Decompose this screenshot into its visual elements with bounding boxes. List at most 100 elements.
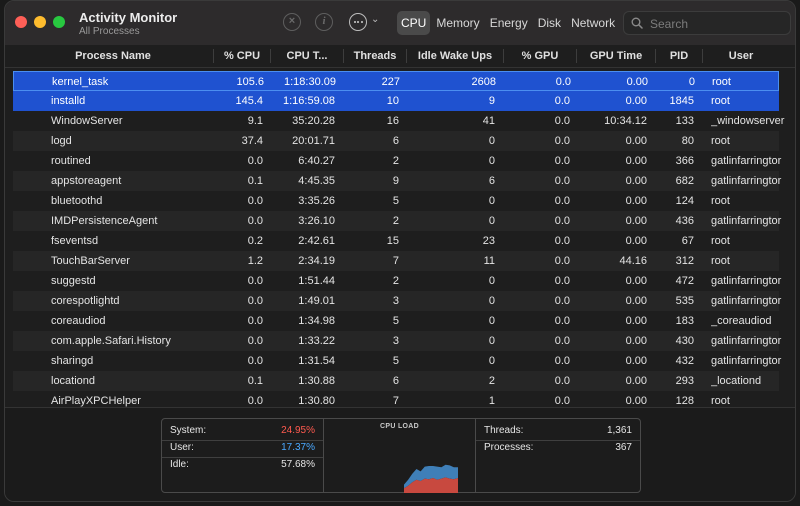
tab-cpu[interactable]: CPU [397,11,431,35]
gpu-time-cell: 44.16 [619,255,647,267]
process-name-cell: kernel_task [52,76,109,88]
cpu-usage-stats: System: 24.95% User: 17.37% Idle: 57.68% [162,419,324,492]
idle-wake-ups-cell: 41 [482,115,495,127]
process-row[interactable]: suggestd 0.0 1:51.44 2 0 0.0 0.00 472 gatlinfarr… [13,271,781,291]
column-cpu-time[interactable]: CPU T... [286,50,328,62]
tab-energy[interactable]: Energy [489,16,528,30]
process-name-cell: fseventsd [51,235,99,247]
tab-bar: CPU Memory Energy Disk Network [397,11,621,35]
column-user[interactable]: User [728,50,754,62]
cpu-time-cell: 2:42.61 [298,235,335,247]
process-row[interactable]: kernel_task 105.6 1:18:30.09 227 2608 0.0 0.00… [13,71,779,91]
threads-cell: 9 [392,175,399,187]
app-subtitle[interactable]: All Processes [79,26,140,37]
process-name-cell: appstoreagent [51,175,122,187]
cpu-time-cell: 1:31.54 [298,355,335,367]
cpu-percent-cell: 0.0 [247,395,263,407]
idle-wake-ups-cell: 11 [483,255,495,267]
cpu-percent-cell: 0.0 [247,215,263,227]
process-row[interactable]: coreaudiod 0.0 1:34.98 5 0 0.0 0.00 183 _coreaud… [13,311,779,331]
pid-cell: 430 [675,335,694,347]
cpu-percent-cell: 0.1 [247,375,263,387]
cpu-time-cell: 35:20.28 [292,115,335,127]
process-row[interactable]: TouchBarServer 1.2 2:34.19 7 11 0.0 44.16 312 ro… [13,251,779,271]
cpu-percent-cell: 105.6 [236,76,264,88]
process-counts: Threads: 1,361 Processes: 367 [476,419,640,492]
idle-wake-ups-cell: 2 [488,375,495,387]
pid-cell: 124 [675,195,694,207]
user-cell: root [711,135,730,147]
threads-cell: 5 [392,195,399,207]
idle-stat: Idle: 57.68% [162,457,323,474]
column-idle-wake-ups[interactable]: Idle Wake Ups [417,50,493,62]
user-cell: gatlinfarringtor [711,295,782,307]
pid-cell: 432 [675,355,694,367]
idle-wake-ups-cell: 0 [488,275,495,287]
gpu-percent-cell: 0.0 [554,195,570,207]
gpu-time-cell: 10:34.12 [604,115,647,127]
process-row[interactable]: appstoreagent 0.1 4:45.35 9 6 0.0 0.00 682 gatli… [13,171,781,191]
tab-disk[interactable]: Disk [537,16,562,30]
gpu-time-cell: 0.00 [625,295,647,307]
threads-cell: 2 [392,275,399,287]
user-stat: User: 17.37% [162,440,323,458]
process-row[interactable]: logd 37.4 20:01.71 6 0 0.0 0.00 80 root [13,131,779,151]
gpu-time-cell: 0.00 [625,355,647,367]
idle-wake-ups-cell: 0 [488,295,495,307]
pid-cell: 312 [675,255,694,267]
threads-cell: 15 [386,235,399,247]
process-row[interactable]: locationd 0.1 1:30.88 6 2 0.0 0.00 293 _location… [13,371,779,391]
process-row[interactable]: fseventsd 0.2 2:42.61 15 23 0.0 0.00 67 root [13,231,779,251]
more-actions-button[interactable]: ⌄ [349,13,381,33]
process-row[interactable]: bluetoothd 0.0 3:35.26 5 0 0.0 0.00 124 root [13,191,779,211]
process-name-cell: locationd [51,375,96,387]
user-cell: gatlinfarringtor [711,175,782,187]
user-cell: root [711,235,730,247]
user-cell: root [711,95,730,107]
threads-label: Threads: [484,425,524,436]
pid-cell: 293 [675,375,694,387]
threads-cell: 3 [392,295,399,307]
tab-network[interactable]: Network [571,16,616,30]
column-gpu-time[interactable]: GPU Time [589,50,643,62]
process-row[interactable]: installd 145.4 1:16:59.08 10 9 0.0 0.00 1845 roo… [13,91,779,111]
gpu-percent-cell: 0.0 [555,76,571,88]
column-threads[interactable]: Threads [353,50,397,62]
tab-memory[interactable]: Memory [436,16,480,30]
threads-cell: 10 [386,95,399,107]
column-cpu-percent[interactable]: % CPU [223,50,261,62]
process-row[interactable]: IMDPersistenceAgent 0.0 3:26.10 2 0 0.0 0.00 43… [13,211,781,231]
cpu-time-cell: 3:35.26 [298,195,335,207]
user-cell: gatlinfarringtor [711,215,782,227]
process-row[interactable]: routined 0.0 6:40.27 2 0 0.0 0.00 366 gatlinfarr… [13,151,781,171]
minimize-window-button[interactable] [34,16,46,28]
gpu-time-cell: 0.00 [625,155,647,167]
gpu-percent-cell: 0.0 [554,295,570,307]
info-icon[interactable]: i [315,13,333,31]
search-field[interactable] [623,11,791,35]
process-row[interactable]: AirPlayXPCHelper 0.0 1:30.80 7 1 0.0 0.00 128 ro… [13,391,779,407]
idle-value: 57.68% [281,459,315,470]
process-row[interactable]: corespotlightd 0.0 1:49.01 3 0 0.0 0.00 535 gatl… [13,291,781,311]
process-row[interactable]: sharingd 0.0 1:31.54 5 0 0.0 0.00 432 gatlinfarr… [13,351,781,371]
column-gpu-percent[interactable]: % GPU [521,50,559,62]
zoom-window-button[interactable] [53,16,65,28]
gpu-time-cell: 0.00 [625,395,647,407]
stop-process-icon[interactable]: × [283,13,301,31]
idle-wake-ups-cell: 9 [488,95,495,107]
cpu-time-cell: 1:33.22 [298,335,335,347]
user-cell: gatlinfarringtor [711,155,782,167]
process-row[interactable]: com.apple.Safari.History 0.0 1:33.22 3 0 0.0 0… [13,331,781,351]
cpu-summary-panel: System: 24.95% User: 17.37% Idle: 57.68%… [161,418,641,493]
gpu-percent-cell: 0.0 [554,355,570,367]
search-input[interactable] [648,14,788,34]
process-row[interactable]: WindowServer 9.1 35:20.28 16 41 0.0 10:34.12 13… [13,111,784,131]
column-pid[interactable]: PID [669,50,689,62]
user-cell: _locationd [711,375,762,387]
user-value: 17.37% [281,442,315,453]
close-window-button[interactable] [15,16,27,28]
gpu-time-cell: 0.00 [625,215,647,227]
process-name-cell: WindowServer [51,115,123,127]
cpu-percent-cell: 145.4 [235,95,263,107]
column-process-name[interactable]: Process Name [75,50,151,62]
